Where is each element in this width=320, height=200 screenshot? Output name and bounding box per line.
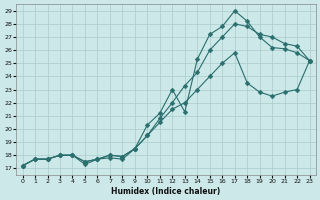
X-axis label: Humidex (Indice chaleur): Humidex (Indice chaleur): [111, 187, 221, 196]
